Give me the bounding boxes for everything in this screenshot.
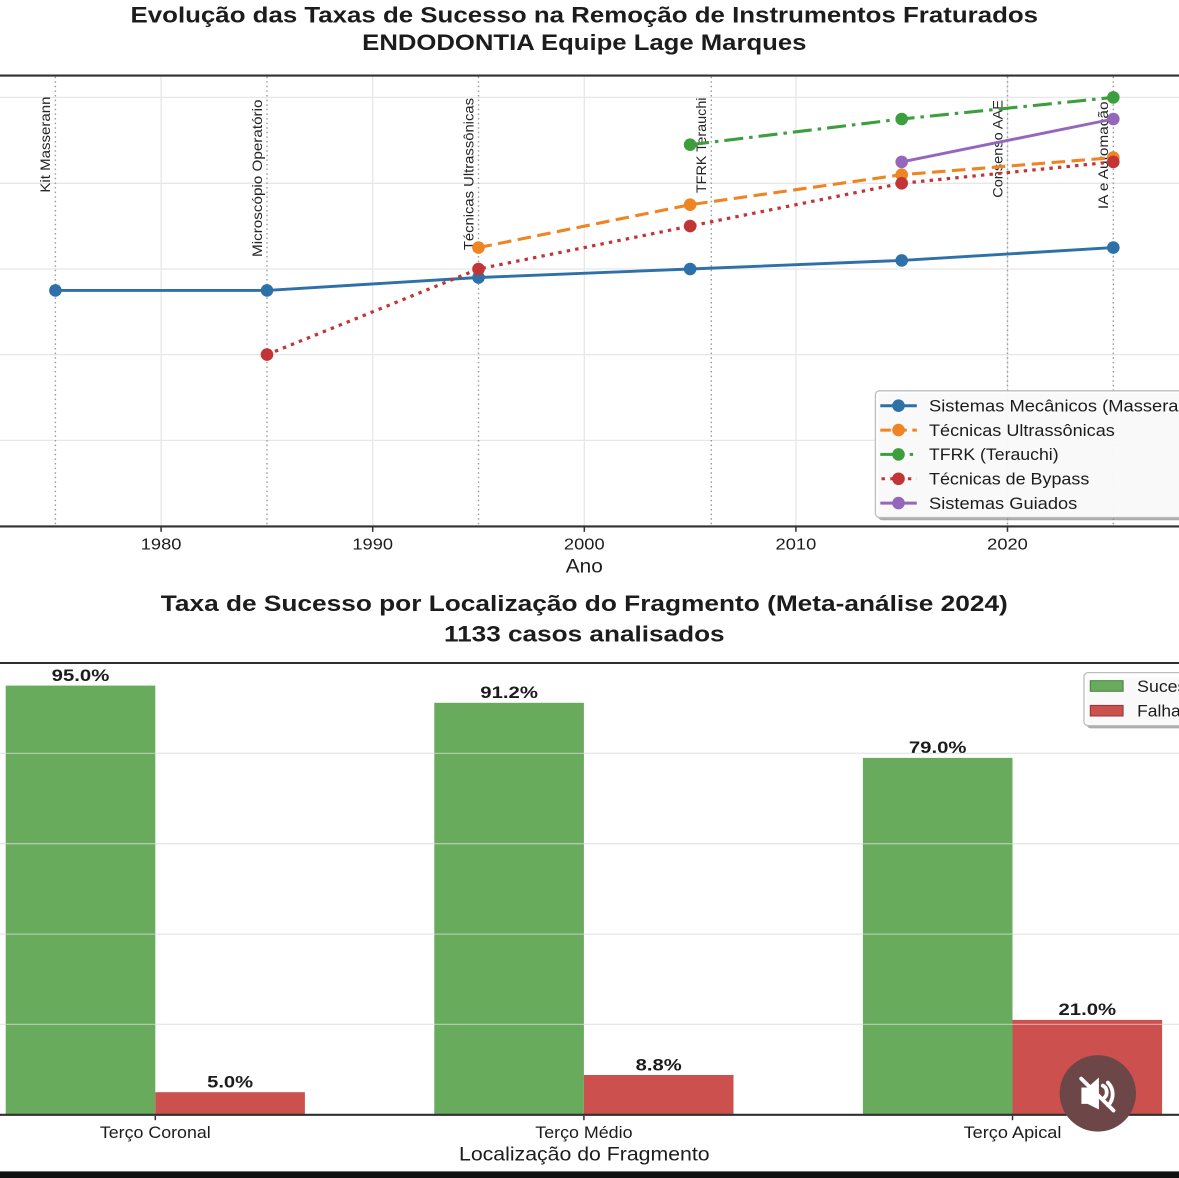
svg-text:2000: 2000 <box>564 536 605 553</box>
svg-text:Terço Médio: Terço Médio <box>535 1124 632 1142</box>
svg-text:1980: 1980 <box>141 536 182 553</box>
svg-text:2020: 2020 <box>987 536 1028 553</box>
svg-text:91.2%: 91.2% <box>480 683 538 702</box>
svg-text:Consenso AAE: Consenso AAE <box>990 100 1005 198</box>
svg-text:Técnicas de Bypass: Técnicas de Bypass <box>929 470 1089 489</box>
svg-text:Ano: Ano <box>566 556 603 577</box>
svg-text:79.0%: 79.0% <box>909 738 967 757</box>
svg-text:Microscópio Operatório: Microscópio Operatório <box>250 100 265 258</box>
svg-text:Taxa de Sucesso por Localizaçã: Taxa de Sucesso por Localização do Fragm… <box>161 591 1008 616</box>
svg-text:1990: 1990 <box>352 536 393 553</box>
svg-text:Localização do Fragmento: Localização do Fragmento <box>459 1145 710 1166</box>
svg-text:2010: 2010 <box>776 536 817 553</box>
svg-text:8.8%: 8.8% <box>636 1055 682 1074</box>
svg-text:5.0%: 5.0% <box>207 1073 253 1092</box>
svg-text:1133 casos analisados: 1133 casos analisados <box>444 622 725 647</box>
svg-text:Evolução das Taxas de Sucesso: Evolução das Taxas de Sucesso na Remoção… <box>131 2 1039 27</box>
svg-text:Terço Apical: Terço Apical <box>964 1124 1062 1142</box>
svg-text:Kit Masserann: Kit Masserann <box>38 97 53 193</box>
svg-text:21.0%: 21.0% <box>1059 1000 1117 1019</box>
svg-text:Sistemas Mecânicos (Masserann): Sistemas Mecânicos (Masserann) <box>929 397 1179 416</box>
svg-text:Técnicas Ultrassônicas: Técnicas Ultrassônicas <box>461 98 476 250</box>
svg-text:Sistemas Guiados: Sistemas Guiados <box>929 494 1077 513</box>
svg-text:Terço Coronal: Terço Coronal <box>100 1124 211 1142</box>
svg-text:95.0%: 95.0% <box>52 666 110 685</box>
svg-text:TFRK Terauchi: TFRK Terauchi <box>694 98 709 194</box>
svg-text:TFRK (Terauchi): TFRK (Terauchi) <box>929 445 1059 464</box>
svg-text:Falha: Falha <box>1137 701 1179 720</box>
svg-text:IA e Automação: IA e Automação <box>1096 102 1111 210</box>
svg-text:Técnicas Ultrassônicas: Técnicas Ultrassônicas <box>929 421 1115 440</box>
svg-text:ENDODONTIA Equipe Lage Marques: ENDODONTIA Equipe Lage Marques <box>362 30 806 55</box>
svg-text:Sucesso: Sucesso <box>1137 677 1179 696</box>
